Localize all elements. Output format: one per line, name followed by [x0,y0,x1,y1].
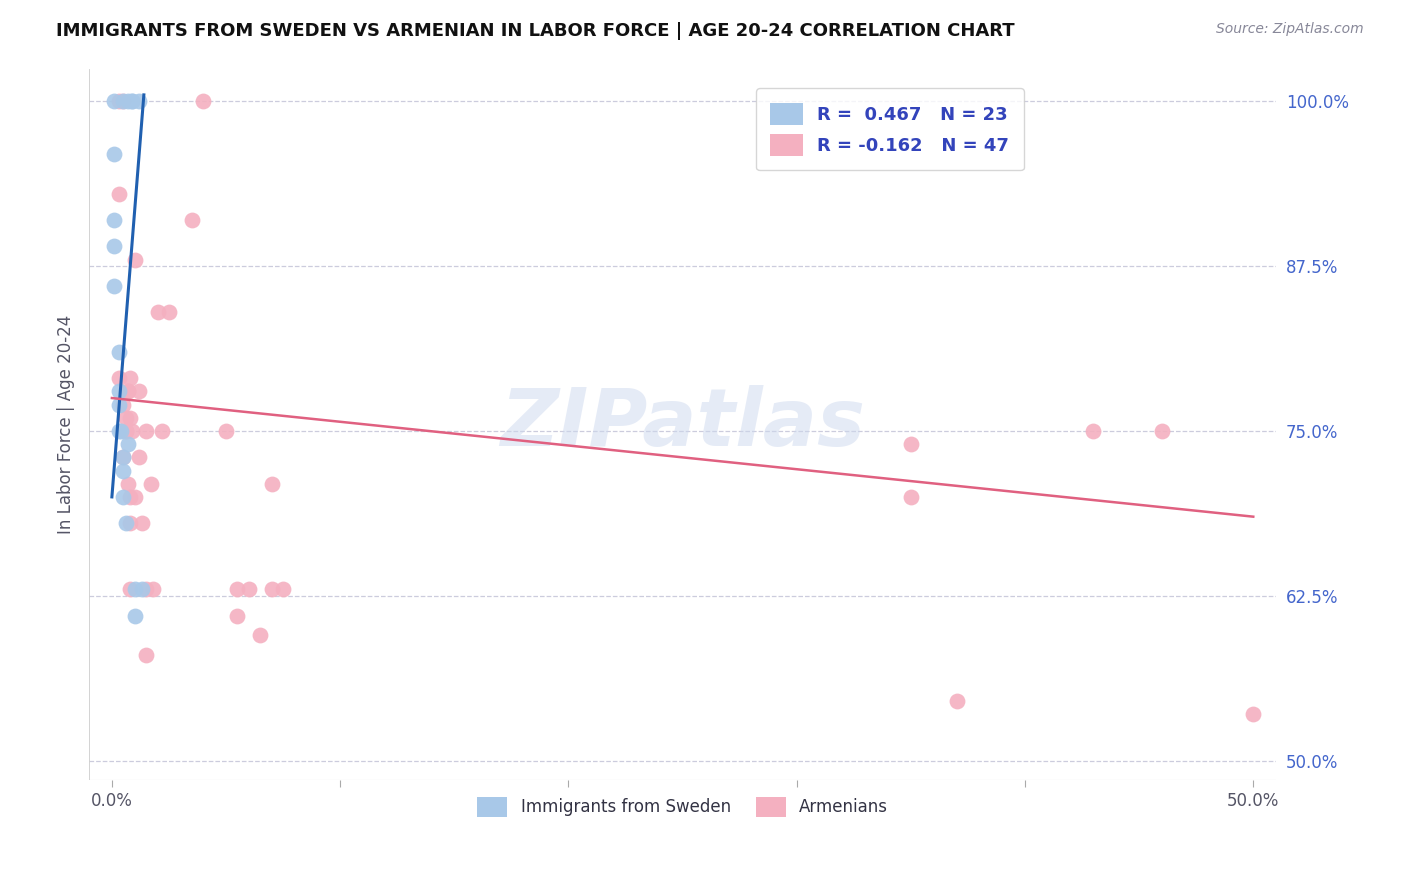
Point [226,582,249,597]
Point [945,694,967,708]
Point [900,490,922,504]
Point [193,95,215,109]
Point [107,95,129,109]
Point [117,95,139,109]
Legend: Immigrants from Sweden, Armenians: Immigrants from Sweden, Armenians [468,789,896,825]
Point [107,384,129,399]
Point [107,424,129,438]
Point [124,252,146,267]
Point [135,582,157,597]
Point [1150,424,1173,438]
Point [107,345,129,359]
Point [121,424,143,438]
Point [103,239,125,253]
Point [900,437,922,451]
Point [124,608,146,623]
Point [142,582,165,597]
Point [180,213,202,227]
Text: ZIPatlas: ZIPatlas [501,385,865,464]
Point [117,384,139,399]
Point [120,582,142,597]
Point [112,490,135,504]
Point [103,279,125,293]
Point [150,424,173,438]
Point [128,450,150,465]
Text: Source: ZipAtlas.com: Source: ZipAtlas.com [1216,22,1364,37]
Point [103,147,125,161]
Point [120,410,142,425]
Point [103,95,125,109]
Point [124,490,146,504]
Point [260,476,283,491]
Point [120,490,142,504]
Point [135,648,157,662]
Point [114,424,136,438]
Point [107,398,129,412]
Point [121,95,143,109]
Point [260,582,283,597]
Point [128,95,150,109]
Point [1083,424,1105,438]
Point [120,516,142,531]
Point [112,398,135,412]
Point [131,516,153,531]
Point [114,424,136,438]
Point [110,424,132,438]
Point [112,95,135,109]
Point [1241,707,1264,722]
Point [117,476,139,491]
Y-axis label: In Labor Force | Age 20-24: In Labor Force | Age 20-24 [58,315,75,534]
Point [112,95,135,109]
Point [226,608,249,623]
Point [117,384,139,399]
Point [215,424,238,438]
Point [121,95,143,109]
Point [271,582,294,597]
Point [135,424,157,438]
Point [157,305,180,319]
Point [249,628,271,642]
Point [146,305,169,319]
Point [112,450,135,465]
Point [131,582,153,597]
Point [103,213,125,227]
Point [139,476,162,491]
Point [107,186,129,201]
Text: IMMIGRANTS FROM SWEDEN VS ARMENIAN IN LABOR FORCE | AGE 20-24 CORRELATION CHART: IMMIGRANTS FROM SWEDEN VS ARMENIAN IN LA… [56,22,1015,40]
Point [112,450,135,465]
Point [117,437,139,451]
Point [120,371,142,385]
Point [124,582,146,597]
Point [107,371,129,385]
Point [238,582,260,597]
Point [114,410,136,425]
Point [128,384,150,399]
Point [112,464,135,478]
Point [114,516,136,531]
